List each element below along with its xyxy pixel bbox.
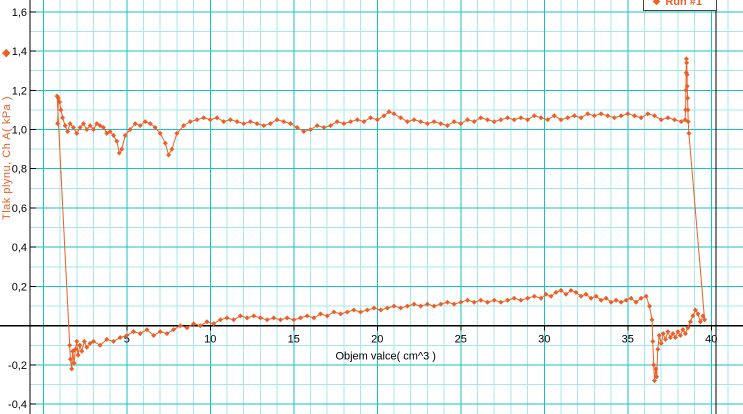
axis-tick-marks	[30, 11, 712, 405]
y-axis-series-diamond-icon: ◆	[2, 47, 11, 59]
x-tick-label: 25	[455, 334, 467, 346]
legend-label: Run #1	[665, 0, 702, 8]
y-tick-label: -0,2	[8, 360, 27, 372]
x-tick-label: 40	[705, 334, 717, 346]
x-tick-label: 15	[288, 334, 300, 346]
x-tick-label: 20	[371, 334, 383, 346]
y-tick-label: 0,8	[12, 164, 27, 176]
data-line	[56, 58, 706, 381]
y-tick-label: 1,6	[12, 7, 27, 19]
x-tick-label: 30	[538, 334, 550, 346]
y-tick-label: 0,6	[12, 203, 27, 215]
y-tick-label: 1,2	[12, 85, 27, 97]
legend[interactable]: ◆ Run #1	[642, 0, 717, 11]
grid-minor	[30, 0, 743, 414]
x-tick-label: 5	[124, 334, 130, 346]
x-axis-title[interactable]: Objem valce( cm^3 )	[335, 351, 436, 363]
x-tick-label: 35	[622, 334, 634, 346]
y-tick-label: 1,0	[12, 124, 27, 136]
legend-diamond-icon: ◆	[652, 0, 661, 7]
y-tick-label: 1,4	[12, 46, 27, 58]
x-tick-label: 10	[204, 334, 216, 346]
y-tick-label: 0,2	[12, 281, 27, 293]
y-axis-title[interactable]: Tlak plynu, Ch A( kPa )	[1, 96, 13, 220]
y-tick-label: -0,4	[8, 399, 27, 411]
y-tick-label: 0,4	[12, 242, 27, 254]
